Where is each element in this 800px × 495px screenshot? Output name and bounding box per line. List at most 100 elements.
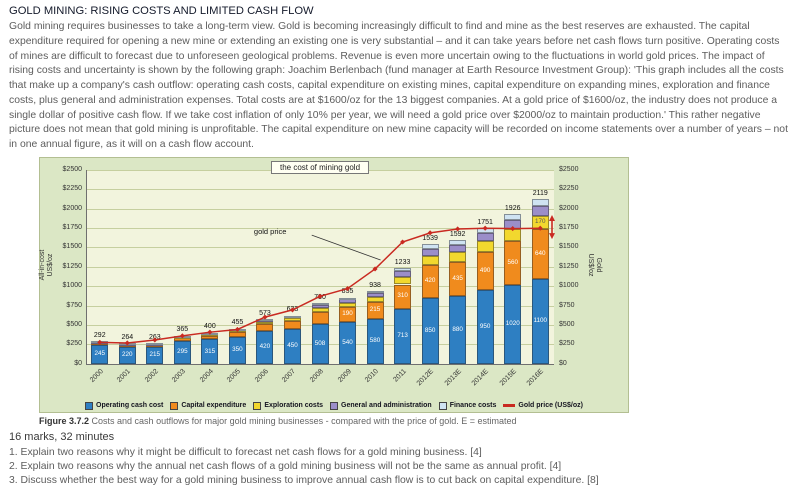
bar-segment	[311, 303, 329, 306]
bar-segment: 190	[339, 307, 357, 322]
y-axis-tick-right: $0	[559, 359, 567, 367]
bar-segment: 215	[146, 347, 164, 364]
grid-line	[86, 189, 554, 191]
legend-item: Capital expenditure	[170, 401, 247, 410]
bar-segment	[339, 299, 357, 303]
bar-total-label: 365	[176, 326, 189, 334]
y-axis-tick-right: $2500	[559, 165, 579, 173]
bar-segment	[91, 341, 109, 344]
bar-segment	[504, 229, 522, 242]
bar-segment	[173, 335, 191, 338]
bar-total-label: 292	[93, 331, 106, 339]
bar-segment: 508	[311, 324, 329, 364]
y-axis-tick-left: $750	[66, 301, 82, 309]
bar-segment	[256, 322, 274, 325]
legend-label: Exploration costs	[264, 402, 324, 410]
bar-total-label: 264	[121, 333, 134, 341]
legend-label: Capital expenditure	[181, 402, 247, 410]
bar-segment	[339, 302, 357, 308]
bar-segment	[504, 214, 522, 220]
x-axis-tick: 2009	[336, 367, 353, 384]
x-axis-tick: 2000	[88, 367, 105, 384]
bar-segment	[394, 277, 412, 285]
x-axis-tick: 2014E	[470, 367, 491, 388]
legend-item: Exploration costs	[253, 401, 324, 410]
question-2: 2. Explain two reasons why the annual ne…	[9, 460, 562, 472]
bar-segment: 640	[531, 228, 549, 279]
x-axis-tick: 2006	[253, 367, 270, 384]
bar-total-label: 855	[341, 288, 354, 296]
figure-caption: Figure 3.7.2 Costs and cash outflows for…	[39, 416, 791, 426]
bar-segment	[421, 248, 439, 256]
bar-segment	[201, 332, 219, 335]
bar-segment	[449, 252, 467, 262]
legend-line-swatch	[503, 404, 516, 408]
x-axis-tick: 2010	[364, 367, 380, 384]
bar-segment	[394, 268, 412, 272]
y-axis-tick-left: $1000	[62, 282, 82, 290]
y-axis-tick-right: $1750	[559, 224, 579, 232]
bar-segment: 880	[449, 295, 467, 364]
y-axis-tick-left: $0	[74, 359, 82, 367]
legend-label: Finance costs	[449, 402, 497, 410]
bar-total-label: 1592	[449, 230, 466, 238]
gold-price-annotation-label: gold price	[253, 226, 287, 236]
x-axis-tick: 2004	[198, 367, 215, 384]
y-axis-line	[86, 169, 87, 364]
bar-segment	[449, 244, 467, 253]
marks-line: 16 marks, 32 minutes	[9, 430, 115, 443]
x-axis-tick: 2003	[171, 367, 188, 384]
y-axis-tick-left: $2500	[62, 165, 82, 173]
bar-total-label: 263	[148, 333, 161, 341]
bar-segment	[283, 315, 301, 318]
x-axis-tick: 2005	[226, 367, 243, 384]
x-axis-tick: 2011	[391, 367, 408, 384]
bar-total-label: 1233	[394, 258, 411, 266]
bar-segment	[118, 343, 136, 346]
legend-item: Finance costs	[438, 401, 497, 410]
bar-segment: 420	[256, 331, 274, 364]
bar-segment	[476, 241, 494, 253]
bar-segment	[311, 308, 329, 313]
questions: 1. Explain two reasons why it might be d…	[9, 446, 791, 488]
y-axis-tick-left: $250	[66, 340, 82, 348]
figure-caption-number: Figure 3.7.2	[39, 415, 90, 426]
bar-total-label: 780	[314, 293, 326, 301]
y-axis-tick-right: $1500	[559, 243, 579, 251]
bar-segment	[256, 324, 274, 332]
bar-segment	[228, 328, 246, 331]
y-axis-tick-left: $1250	[62, 262, 82, 270]
bar-segment	[531, 199, 549, 206]
bar-segment: 435	[449, 261, 467, 296]
x-axis-tick: 2007	[281, 367, 298, 384]
bar-total-label: 400	[204, 323, 216, 331]
bar-segment: 215	[366, 302, 384, 319]
legend-color-swatch	[330, 401, 339, 410]
x-axis-tick: 2013E	[443, 367, 463, 388]
legend-label: Gold price (US$/oz)	[518, 402, 583, 410]
x-axis-tick: 2015E	[498, 367, 518, 388]
bar-segment: 713	[394, 308, 412, 364]
y-axis-tick-left: $2250	[62, 185, 82, 193]
bar-segment	[283, 320, 301, 329]
bar-segment	[531, 205, 549, 216]
y-axis-tick-right: $2000	[559, 204, 579, 212]
y-axis-tick-left: $2000	[62, 204, 82, 212]
legend-item: Operating cash cost	[85, 401, 163, 410]
question-3: 3. Discuss whether the best way for a go…	[9, 474, 599, 486]
bar-segment: 580	[366, 318, 384, 364]
x-axis-tick: 2008	[308, 367, 325, 384]
bar-total-label: 573	[259, 309, 271, 317]
bar-segment: 220	[118, 346, 136, 364]
bar-segment: 315	[201, 339, 219, 364]
bar-segment	[366, 293, 384, 298]
bar-segment: 1020	[504, 284, 522, 364]
bar-total-label: 1539	[422, 234, 438, 242]
bar-segment: 450	[283, 328, 301, 364]
bar-segment	[311, 312, 329, 325]
y-axis-tick-left: $1500	[62, 243, 82, 251]
y-axis-tick-right: $250	[559, 340, 575, 348]
legend-color-swatch	[85, 401, 94, 410]
page-title: GOLD MINING: RISING COSTS AND LIMITED CA…	[9, 5, 314, 17]
